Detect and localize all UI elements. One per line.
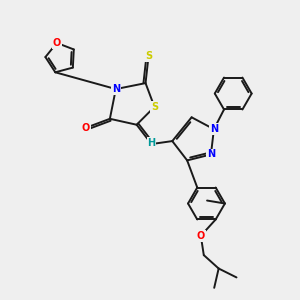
Text: O: O xyxy=(82,123,90,133)
Text: S: S xyxy=(151,102,158,112)
Text: N: N xyxy=(207,149,215,160)
Text: O: O xyxy=(53,38,61,48)
Text: N: N xyxy=(112,84,120,94)
Text: S: S xyxy=(145,51,152,62)
Text: H: H xyxy=(147,138,155,148)
Text: N: N xyxy=(210,124,218,134)
Text: O: O xyxy=(197,231,205,241)
